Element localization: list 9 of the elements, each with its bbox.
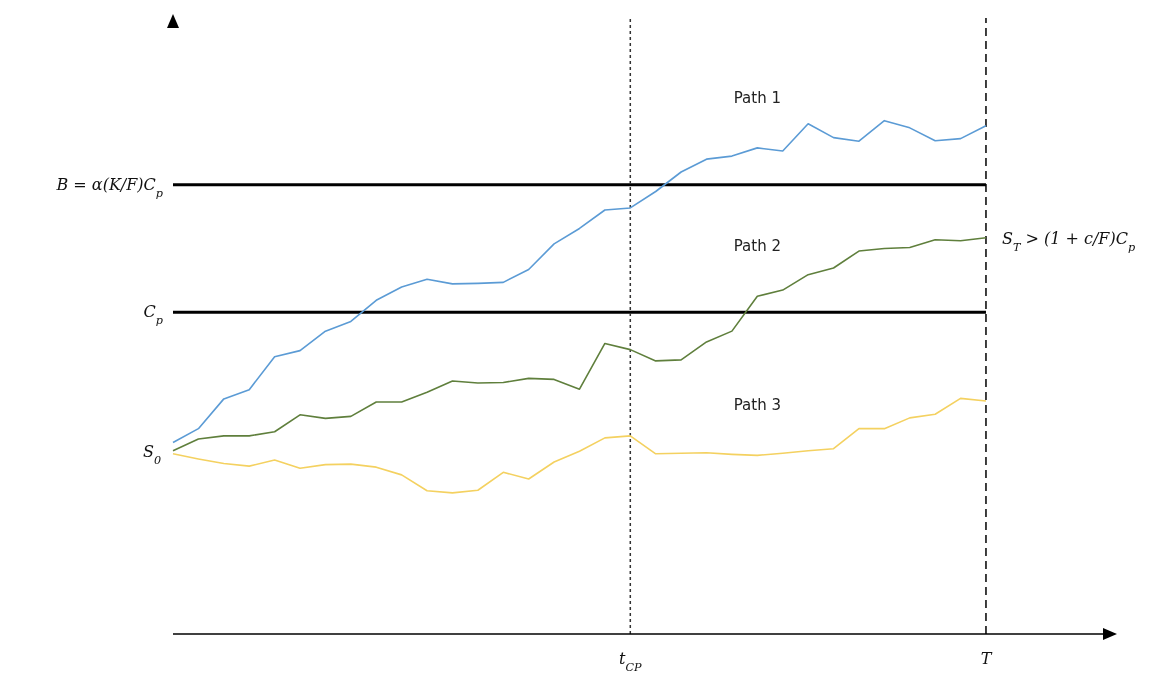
text: Path 1 [733, 88, 781, 107]
annotation: S$_{T}$ > (1 + c/F)C$_{p}$ [1001, 228, 1136, 254]
ref-line-label: C$_{p}$ [143, 302, 163, 327]
text: S$_{0}$ [142, 441, 161, 467]
ref-line-label: B = α(K/F)C$_{p}$ [55, 174, 163, 200]
x-tick-label: t$_{CP}$ [619, 649, 643, 674]
text: Path 3 [733, 396, 781, 415]
text: Path 2 [733, 237, 781, 256]
x-tick-label: T [980, 649, 993, 668]
